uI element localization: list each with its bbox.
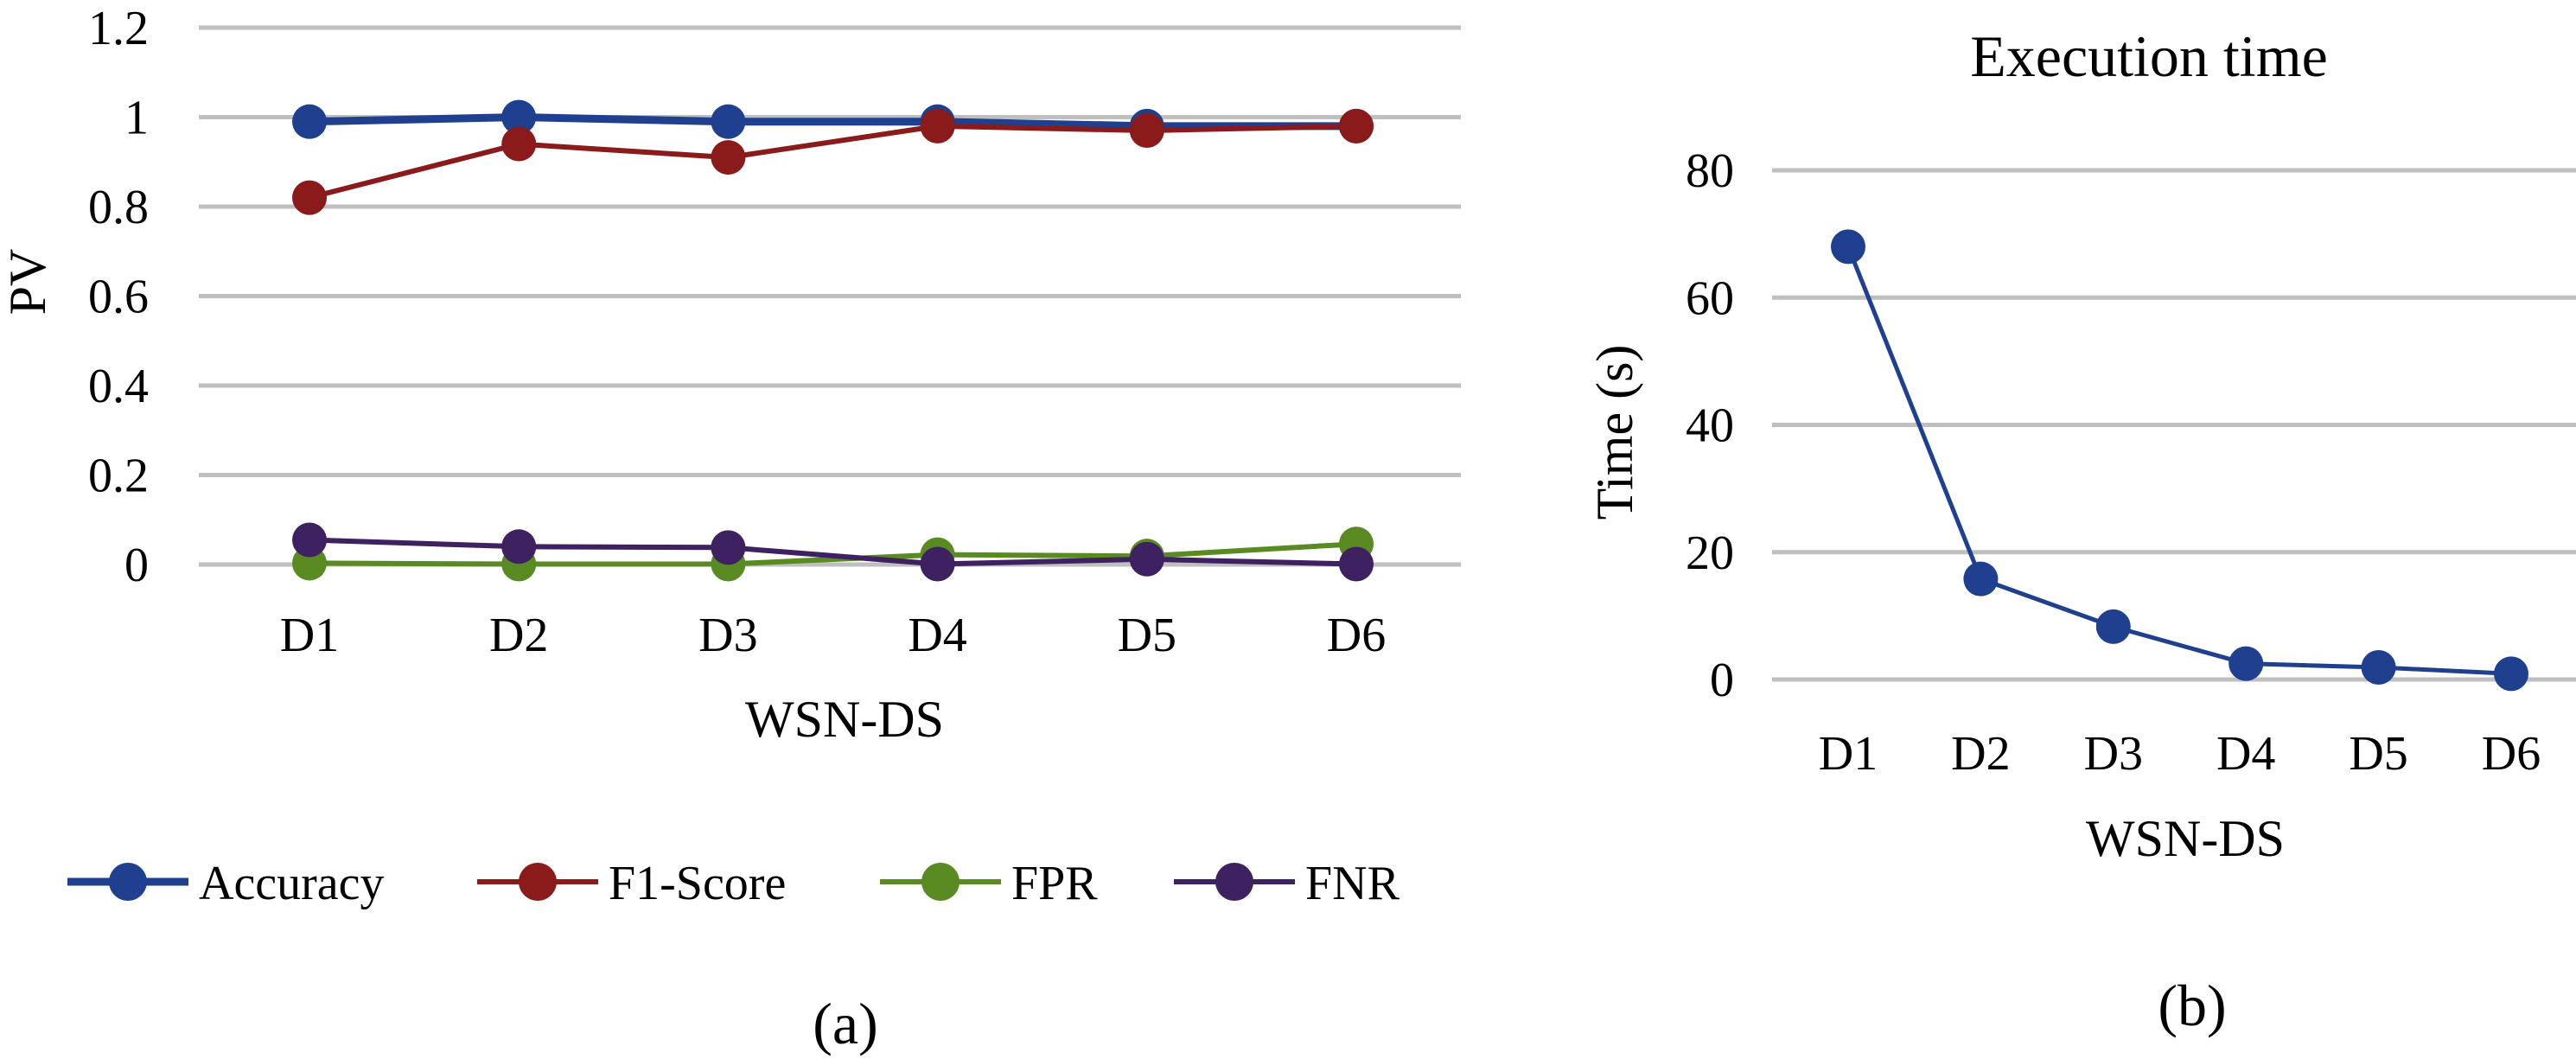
b-y-tick-label: 80 <box>1686 144 1734 198</box>
legend-label-fpr: FPR <box>1011 857 1098 910</box>
a-x-tick-labels: D1 D2 D3 D4 D5 D6 <box>280 609 1386 662</box>
b-y-tick-labels: 0 20 40 60 80 <box>1686 144 1734 707</box>
b-data-point-time <box>2494 656 2528 692</box>
a-y-tick-label: 0.8 <box>88 181 149 234</box>
b-x-tick-labels: D1 D2 D3 D4 D5 D6 <box>1819 727 2541 781</box>
b-series-time <box>1831 229 2528 692</box>
a-series-fnr <box>292 522 1374 582</box>
legend-marker-accuracy <box>109 863 147 901</box>
b-y-tick-label: 0 <box>1710 654 1734 707</box>
a-data-point-fnr <box>1129 541 1164 577</box>
b-x-tick-label: D4 <box>2216 727 2275 781</box>
a-y-tick-label: 1.2 <box>88 2 149 55</box>
b-data-point-time <box>1831 229 1865 265</box>
b-x-tick-label: D2 <box>1951 727 2010 781</box>
b-x-tick-label: D5 <box>2349 727 2407 781</box>
b-caption: (b) <box>2158 973 2226 1038</box>
b-data-point-time <box>2228 646 2264 681</box>
a-x-tick-label: D4 <box>908 609 966 662</box>
a-data-point-fnr <box>920 546 955 582</box>
a-data-point-fnr <box>1339 546 1374 582</box>
b-x-tick-label: D3 <box>2084 727 2143 781</box>
b-y-tick-label: 40 <box>1686 399 1734 453</box>
b-x-tick-label: D6 <box>2482 727 2541 781</box>
a-y-tick-label: 1 <box>124 92 149 145</box>
b-x-axis-title: WSN-DS <box>2086 810 2285 867</box>
legend-label-f1-score: F1-Score <box>609 857 786 910</box>
a-y-axis-title: PV <box>0 249 56 316</box>
a-data-point-f1-score <box>920 108 955 144</box>
chart-b: Execution time 0 20 40 60 80 D1 D2 D3 D4 D5 D6 Ti… <box>1586 23 2576 1038</box>
b-series-group <box>1831 229 2528 692</box>
a-x-tick-label: D2 <box>489 609 548 662</box>
legend-label-accuracy: Accuracy <box>199 857 385 910</box>
a-y-tick-label: 0.4 <box>88 360 149 413</box>
a-x-tick-label: D6 <box>1327 609 1386 662</box>
a-data-point-f1-score <box>501 126 537 162</box>
a-y-tick-label: 0.2 <box>88 450 149 503</box>
a-series-line-fnr <box>309 537 1357 567</box>
a-series-group <box>292 99 1374 582</box>
chart-a: 0 0.2 0.4 0.6 0.8 1 1.2 D1 D2 D3 D4 D5 D6 PV WSN-DS… <box>0 2 1461 1056</box>
a-caption: (a) <box>813 991 877 1056</box>
a-x-tick-label: D5 <box>1118 609 1176 662</box>
b-x-tick-label: D1 <box>1819 727 1878 781</box>
a-series-line-f1-score <box>309 123 1357 201</box>
a-data-point-f1-score <box>292 180 327 215</box>
a-data-point-fnr <box>711 530 746 565</box>
legend-item-fnr: FNR <box>1174 857 1400 910</box>
b-gridlines <box>1772 168 2576 682</box>
a-data-point-accuracy <box>292 104 327 139</box>
b-data-point-time <box>2095 609 2131 644</box>
a-data-point-f1-score <box>711 140 746 175</box>
legend-marker-f1-score <box>519 863 557 901</box>
a-x-tick-label: D3 <box>698 609 757 662</box>
a-x-tick-label: D1 <box>280 609 339 662</box>
b-y-tick-label: 20 <box>1686 526 1734 580</box>
legend-marker-fpr <box>921 863 960 901</box>
a-y-tick-labels: 0 0.2 0.4 0.6 0.8 1 1.2 <box>88 2 149 592</box>
legend-marker-fnr <box>1215 863 1253 901</box>
legend-label-fnr: FNR <box>1305 857 1400 910</box>
b-y-axis-title: Time (s) <box>1586 345 1643 520</box>
a-data-point-f1-score <box>1129 113 1164 149</box>
b-series-line-time <box>1846 246 2512 676</box>
a-series-f1-score <box>292 108 1374 215</box>
a-series-line-accuracy <box>309 113 1356 131</box>
b-data-point-time <box>1963 561 1999 596</box>
a-y-tick-label: 0.6 <box>88 271 149 324</box>
a-series-accuracy <box>292 99 1374 144</box>
a-series-line-fpr <box>309 541 1357 567</box>
a-data-point-accuracy <box>711 104 746 139</box>
legend-item-f1-score: F1-Score <box>477 857 786 910</box>
legend-item-accuracy: Accuracy <box>67 857 385 910</box>
b-data-point-time <box>2361 650 2396 686</box>
b-chart-title: Execution time <box>1970 23 2328 89</box>
b-y-tick-label: 60 <box>1686 271 1734 325</box>
a-x-axis-title: WSN-DS <box>745 691 944 748</box>
legend-item-fpr: FPR <box>880 857 1098 910</box>
a-gridlines <box>199 25 1461 567</box>
a-legend: Accuracy F1-Score FPR FNR <box>67 857 1400 910</box>
a-data-point-accuracy <box>501 99 537 135</box>
a-y-tick-label: 0 <box>124 539 149 592</box>
a-data-point-fnr <box>292 522 327 558</box>
a-data-point-f1-score <box>1339 108 1374 144</box>
a-data-point-fnr <box>501 529 537 565</box>
